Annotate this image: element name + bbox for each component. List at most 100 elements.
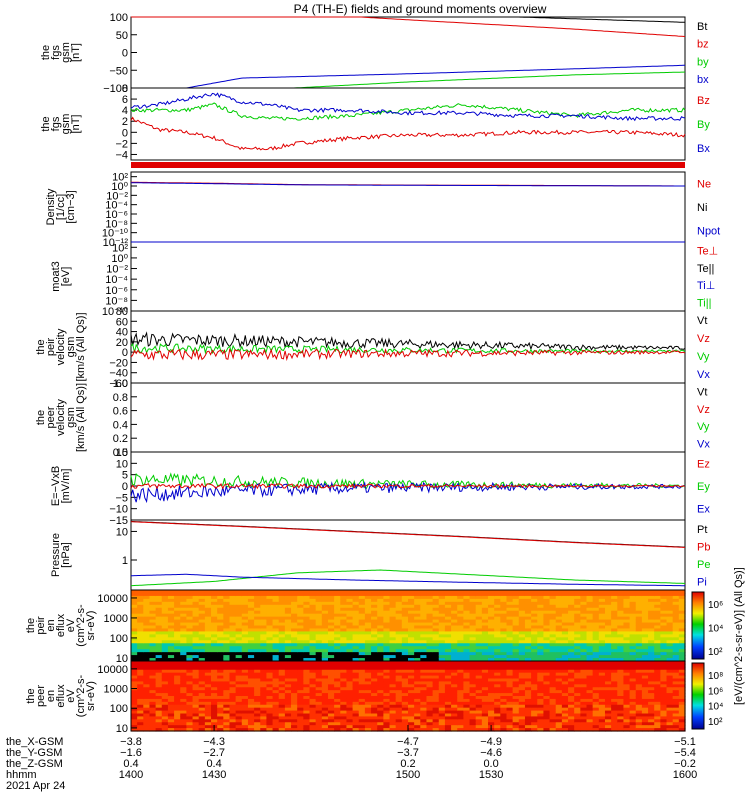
spectrogram-cell [291,622,298,627]
spectrogram-cell [327,625,335,630]
spectrogram-cell [531,622,538,627]
spectrogram-cell [568,658,575,662]
spectrogram-cell [309,690,317,694]
spectrogram-cell [229,622,237,627]
spectrogram-cell [574,698,581,703]
spectrogram-cell [303,684,311,688]
spectrogram-cell [500,649,508,653]
x-axis-value: 1530 [479,769,503,781]
spectrogram-cell [451,669,458,674]
spectrogram-cell [204,716,212,720]
spectrogram-cell [574,640,581,644]
legend-entry-Ne: Ne [697,179,711,191]
spectrogram-cell [444,675,452,680]
y-tick-label: −100 [103,83,128,95]
spectrogram-cell [537,701,545,706]
spectrogram-cell [358,625,366,630]
spectrogram-cell [672,649,680,653]
spectrogram-cell [211,690,218,694]
spectrogram-cell [488,707,495,712]
spectrogram-cell [469,646,477,650]
y-tick-label: 100 [110,633,128,645]
spectrogram-cell [623,598,631,603]
spectrogram-cell [217,616,224,621]
spectrogram-cell [161,640,169,644]
spectrogram-cell [457,707,464,712]
spectrogram-cell [432,613,440,618]
spectrogram-cell [149,696,157,700]
spectrogram-cell [198,663,206,668]
spectrogram-cell [592,678,600,683]
spectrogram-cell [260,637,268,641]
spectrogram-cell [327,687,335,691]
spectrogram-cell [488,666,495,671]
spectrogram-cell [524,698,532,703]
spectrogram-cell [192,672,200,677]
spectrogram-cell [192,592,200,597]
spectrogram-cell [260,713,268,718]
spectrogram-cell [568,610,575,615]
spectrogram-cell [555,616,563,621]
spectrogram-cell [186,598,194,603]
spectrogram-cell [389,590,397,594]
spectrogram-cell [371,704,378,709]
spectrogram-cell [494,640,501,644]
spectrogram-cell [641,646,649,650]
spectrogram-cell [444,725,452,729]
spectrogram-cell [223,610,231,615]
spectrogram-cell [469,675,477,680]
spectrogram-cell [180,661,187,665]
spectrogram-cell [174,631,181,635]
spectrogram-cell [586,643,594,647]
spectrogram-cell [617,649,625,653]
spectrogram-cell [266,690,274,694]
spectrogram-cell [629,643,637,647]
spectrogram-cell [512,707,520,712]
y-tick-label: 0.0 [113,447,128,459]
spectrogram-cell [260,592,268,597]
spectrogram-cell [284,687,292,691]
spectrogram-cell [623,681,631,685]
spectrogram-cell [174,663,181,668]
spectrogram-cell [469,681,477,685]
spectrogram-cell [641,610,649,615]
spectrogram-cell [303,637,311,641]
legend-entry-Te||: Te|| [697,263,714,275]
spectrogram-cell [291,655,298,659]
spectrogram-cell [137,696,144,700]
spectrogram-cell [143,628,151,633]
spectrogram-cell [211,619,218,624]
spectrogram-cell [180,669,187,674]
spectrogram-cell [666,592,674,597]
spectrogram-cell [481,719,489,723]
spectrogram-cell [174,684,181,688]
spectrogram-cell [469,698,477,703]
spectrogram-cell [247,725,255,729]
spectrogram-cell [180,631,187,635]
spectrogram-cell [247,604,255,609]
spectrogram-cell [617,610,625,615]
spectrogram-cell [247,696,255,700]
spectrogram-cell [161,649,169,653]
spectrogram-cell [266,622,274,627]
spectrogram-cell [574,658,581,662]
spectrogram-cell [444,666,452,671]
spectrogram-cell [420,658,428,662]
spectrogram-cell [352,710,360,715]
spectrogram-cell [623,634,631,638]
spectrogram-cell [340,649,348,653]
spectrogram-cell [340,610,348,615]
spectrogram-cell [241,701,249,706]
spectrogram-cell [334,655,341,659]
spectrogram-cell [186,696,194,700]
spectrogram-cell [660,716,668,720]
series-By-line [130,102,686,121]
spectrogram-cell [475,728,483,732]
spectrogram-cell [518,625,526,630]
spectrogram-cell [678,649,686,653]
spectrogram-cell [315,663,323,668]
spectrogram-cell [568,693,575,697]
spectrogram-cell [469,628,477,633]
spectrogram-cell [303,693,311,697]
spectrogram-cell [524,722,532,726]
